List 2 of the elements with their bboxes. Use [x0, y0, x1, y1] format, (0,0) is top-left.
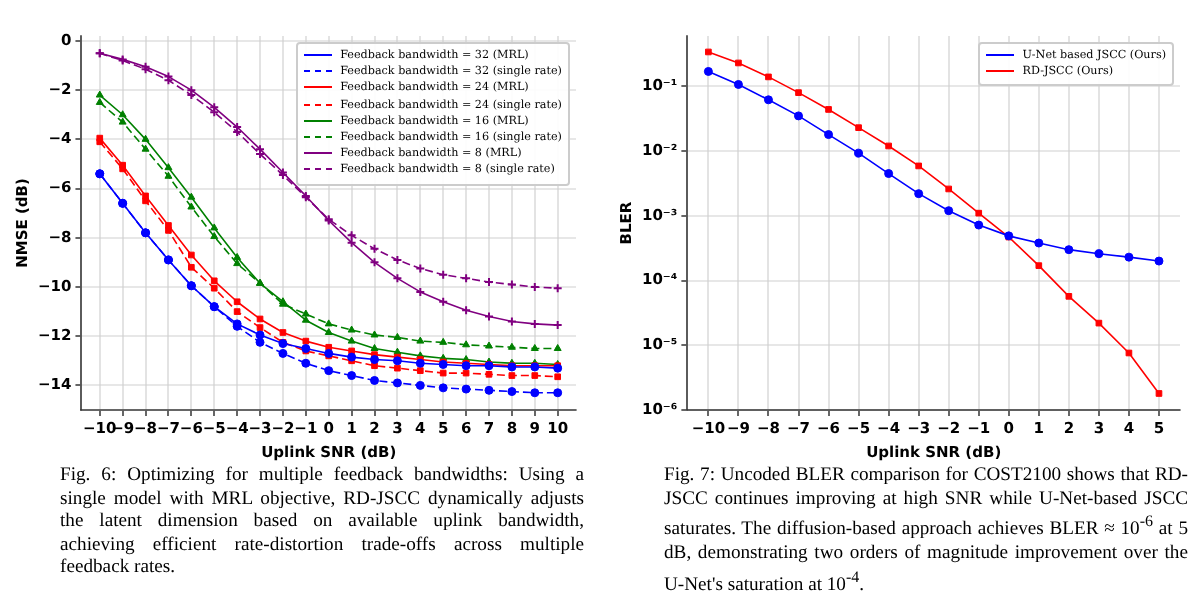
caption: Fig. 6: Optimizing for multiple feedback bandwidths: Using a single model with MRL objective, RD-JSCC dynamically adjusts the latent dimension based on available uplink bandwidth, achieving efficient rate-distortion trade-offs across multiple feedback rates.	[58, 464, 586, 580]
text: Fig. 7: Uncoded BLER comparison for COST2100 shows that RD-JSCC continues improving at high SNR while U-Net-based JSCC saturates. The diffusion-based approach achieves BLER ≈ 10$^{-6}$ at 5 dB, demonstrating two orders of magnitude improvement over the U-Net's saturation at 10$^{-4}$.	[664, 464, 1188, 596]
